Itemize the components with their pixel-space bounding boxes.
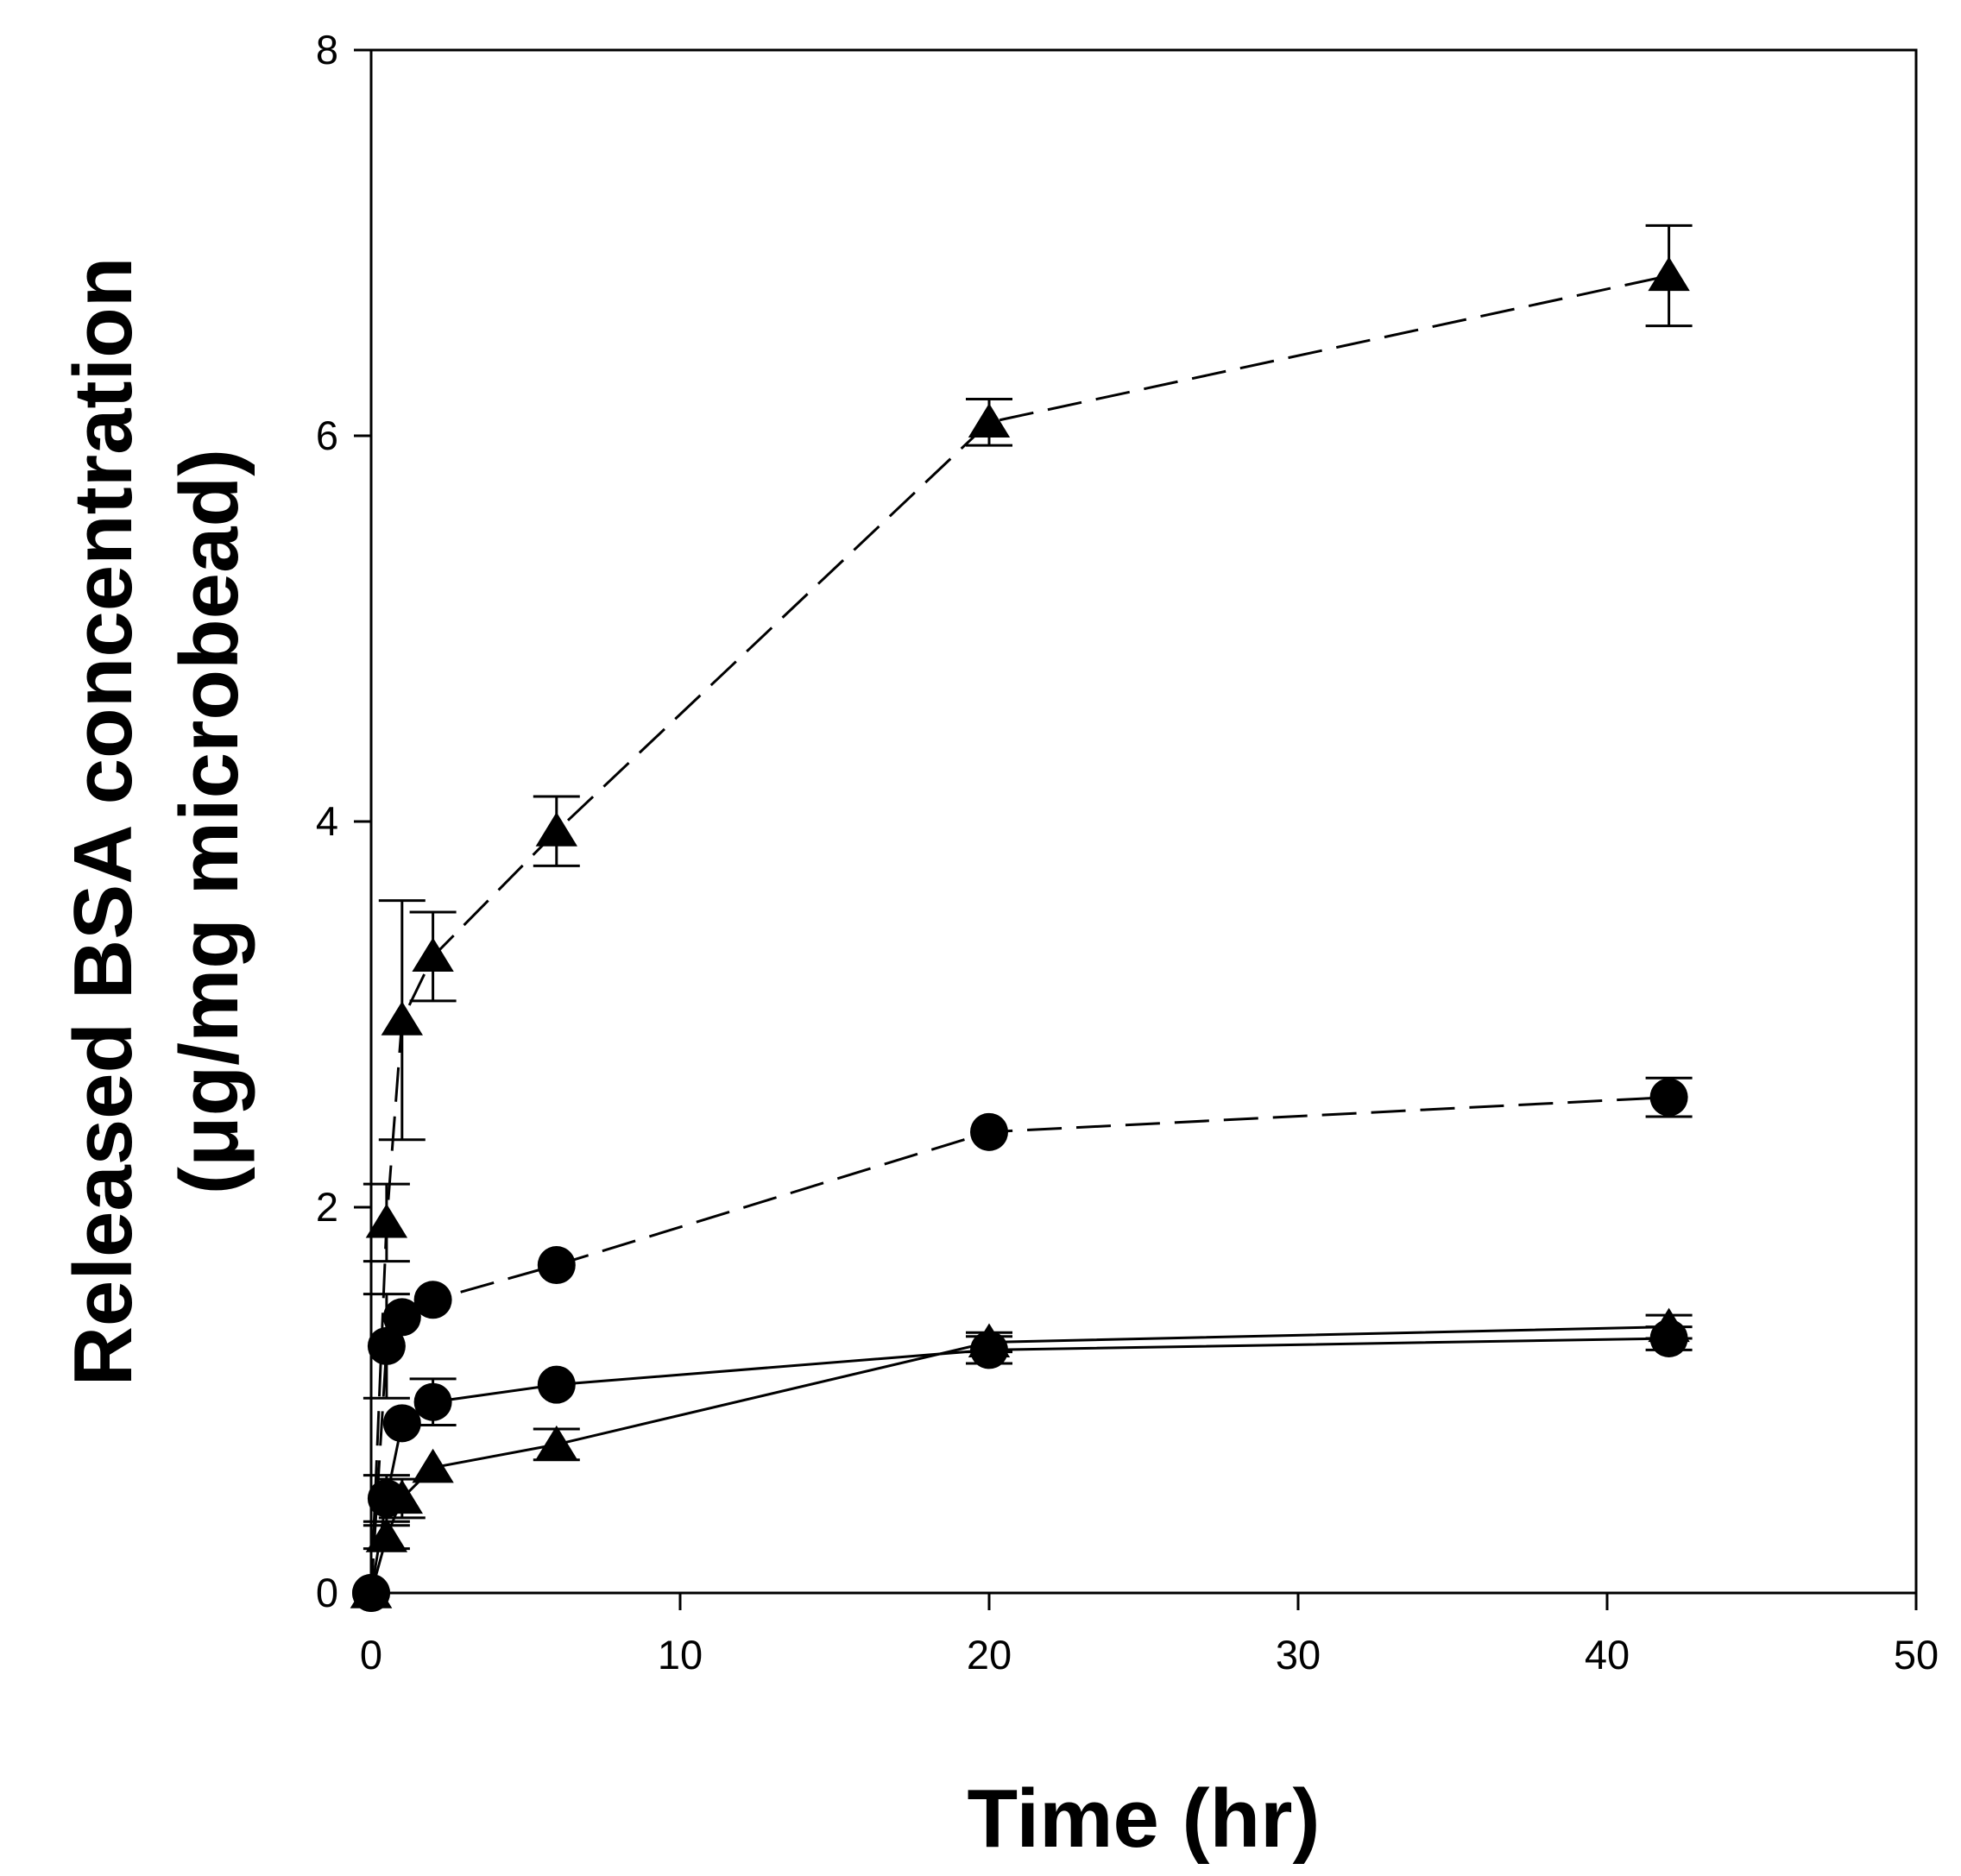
triangle-marker xyxy=(350,1574,393,1608)
y-axis-title-line2: (μg/mg microbead) xyxy=(163,449,255,1194)
circle-marker xyxy=(970,1112,1008,1151)
triangle-marker xyxy=(381,1001,423,1036)
triangle-marker xyxy=(1648,256,1690,292)
axis-ticks: 0 10 20 30 40 50 0 2 4 6 8 xyxy=(316,27,1939,1678)
triangle-marker xyxy=(365,1203,408,1238)
x-axis-title: Time (hr) xyxy=(968,1772,1321,1865)
triangle-marker xyxy=(412,1448,454,1483)
circle-marker xyxy=(537,1365,576,1404)
circle-marker xyxy=(382,1298,421,1337)
circle-marker xyxy=(367,1326,406,1365)
triangle-marker xyxy=(535,1425,577,1460)
circle-marker xyxy=(537,1246,576,1285)
y-tick-label: 0 xyxy=(316,1570,338,1615)
y-tick-label: 2 xyxy=(316,1184,338,1230)
circle-marker xyxy=(382,1404,421,1443)
x-tick-label: 50 xyxy=(1894,1632,1939,1678)
y-tick-label: 4 xyxy=(316,798,338,844)
x-tick-label: 10 xyxy=(658,1632,703,1678)
y-tick-label: 6 xyxy=(316,412,338,458)
triangle-marker xyxy=(968,1323,1011,1358)
x-tick-label: 0 xyxy=(360,1632,382,1678)
triangle-marker xyxy=(365,1518,408,1552)
circle-marker xyxy=(413,1281,452,1319)
data-markers xyxy=(350,256,1690,1612)
triangle-marker xyxy=(968,403,1011,438)
x-tick-label: 40 xyxy=(1585,1632,1630,1678)
circle-marker xyxy=(413,1382,452,1421)
circle-marker xyxy=(1649,1078,1688,1117)
y-axis-title-line1: Released BSA concentration xyxy=(57,257,149,1387)
x-tick-label: 30 xyxy=(1276,1632,1321,1678)
triangle-marker xyxy=(412,937,454,973)
x-tick-label: 20 xyxy=(967,1632,1012,1678)
triangle-marker xyxy=(1648,1307,1690,1343)
series-line-circle-dashed xyxy=(369,1096,1669,1594)
plot-frame xyxy=(369,48,1918,1595)
triangle-marker xyxy=(381,1479,423,1514)
triangle-marker xyxy=(535,812,577,847)
y-tick-label: 8 xyxy=(316,27,338,72)
